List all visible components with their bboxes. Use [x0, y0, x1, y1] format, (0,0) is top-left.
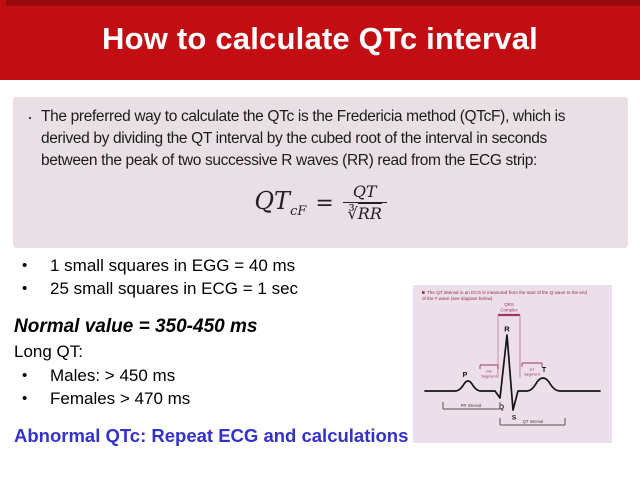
list-item: • 1 small squares in EGG = 40 ms	[14, 254, 298, 277]
st-segment-bracket	[521, 362, 543, 367]
formula-fraction: QT ∛RR	[342, 182, 387, 224]
ecg-figure: The QT interval in an ECG is measured fr…	[413, 285, 612, 443]
fact-text: 1 small squares in EGG = 40 ms	[50, 256, 296, 275]
abnormal-note-text: Abnormal QTc: Repeat ECG and calculation…	[14, 425, 409, 446]
st-segment-label-line-1: ST	[530, 367, 536, 372]
formula-equals: =	[315, 190, 334, 216]
s-wave-label: S	[512, 415, 517, 422]
bullet-dot: •	[22, 390, 28, 407]
banner-top-stripe	[6, 0, 640, 6]
intro-line-3: between the peak of two successive R wav…	[41, 152, 537, 169]
page-title: How to calculate QTc interval	[102, 21, 538, 56]
long-qt-item-text: Males: > 450 ms	[50, 366, 176, 385]
caption-square-bullet	[422, 291, 425, 294]
long-qt-item-text: Females > 470 ms	[50, 389, 191, 408]
qt-interval-label: QT Interval	[523, 419, 544, 424]
long-qt-list: • Males: > 450 ms • Females > 470 ms	[14, 364, 190, 410]
bullet-dot: •	[22, 280, 28, 297]
formula-radicand: RR	[357, 204, 382, 224]
formula-lhs: QTcF	[254, 187, 306, 219]
formula-denominator: ∛RR	[348, 203, 382, 223]
list-item: • Females > 470 ms	[14, 387, 190, 410]
pr-segment-label-line-1: PR	[486, 369, 492, 374]
qtcf-formula: QTcF = QT ∛RR	[13, 182, 628, 224]
fact-text: 25 small squares in ECG = 1 sec	[50, 279, 299, 298]
p-wave-label: P	[463, 372, 468, 379]
facts-list: • 1 small squares in EGG = 40 ms • 25 sm…	[14, 254, 298, 300]
qrs-complex-label-line-2: Complex	[500, 308, 518, 313]
formula-lhs-base: QT	[254, 187, 291, 216]
bullet-dot: •	[22, 367, 28, 384]
title-banner: How to calculate QTc interval	[0, 0, 640, 80]
st-segment-label-line-2: Segment	[524, 372, 540, 377]
ecg-diagram: The QT interval in an ECG is measured fr…	[422, 290, 601, 426]
q-wave-label: Q	[499, 404, 504, 411]
r-wave-label: R	[504, 325, 510, 334]
intro-bullet-dot: ·	[27, 107, 33, 127]
pr-interval-bracket	[442, 402, 501, 410]
qt-interval-bracket	[499, 418, 566, 426]
intro-paragraph: · The preferred way to calculate the QTc…	[19, 106, 566, 172]
normal-value-text: Normal value = 350-450 ms	[14, 316, 258, 337]
formula-numerator: QT	[342, 182, 387, 204]
list-item: • 25 small squares in ECG = 1 sec	[14, 277, 298, 300]
figure-caption-line-1: The QT interval in an ECG is measured fr…	[427, 290, 587, 295]
ecg-waveform-trace	[424, 334, 601, 411]
bullet-dot: •	[22, 257, 28, 274]
cube-root-radical: ∛	[347, 204, 358, 224]
pr-segment-label-line-2: Segment	[481, 374, 497, 379]
pr-segment-bracket	[479, 364, 499, 369]
intro-text: The preferred way to calculate the QTc i…	[41, 106, 566, 172]
t-wave-label: T	[542, 367, 547, 374]
intro-panel: · The preferred way to calculate the QTc…	[13, 97, 628, 248]
figure-caption-line-2: of the T wave (see diagram below).	[422, 296, 494, 301]
pr-interval-label: PR Interval	[461, 403, 482, 408]
long-qt-heading: Long QT:	[14, 342, 83, 361]
formula-lhs-subscript: cF	[290, 204, 307, 220]
intro-line-1: The preferred way to calculate the QTc i…	[41, 108, 566, 125]
qrs-complex-label-line-1: QRS	[504, 302, 514, 307]
list-item: • Males: > 450 ms	[14, 364, 190, 387]
intro-line-2: derived by dividing the QT interval by t…	[41, 130, 547, 147]
